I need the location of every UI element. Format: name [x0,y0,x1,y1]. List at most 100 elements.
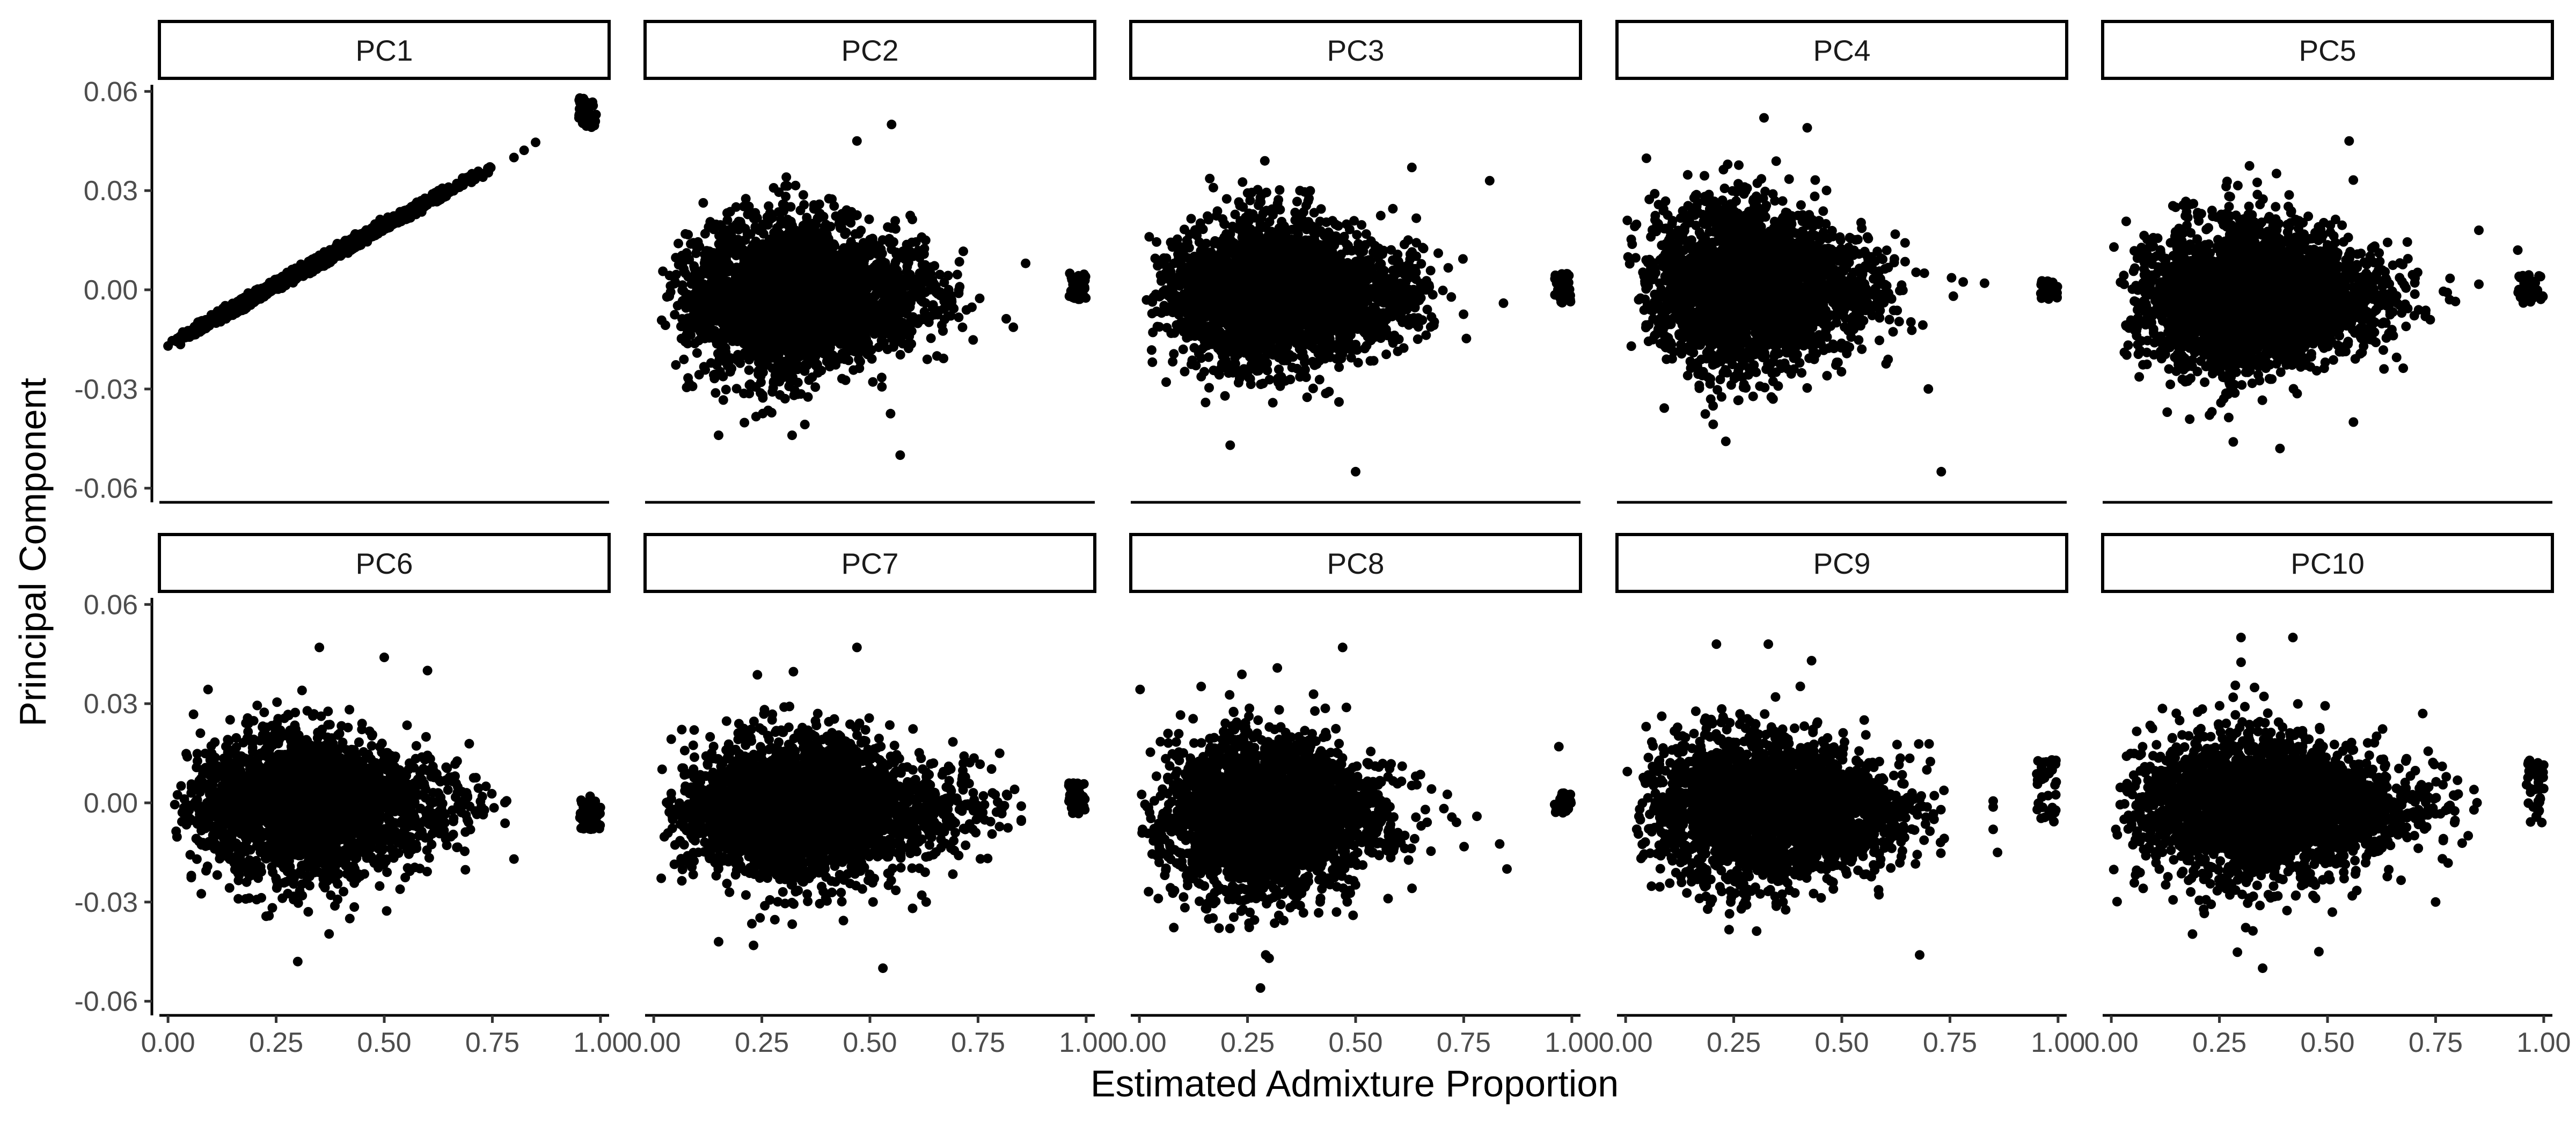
scatter-point [877,235,888,245]
scatter-point [816,365,826,376]
scatter-point [362,229,372,239]
scatter-point [582,109,592,120]
scatter-point [815,208,825,218]
scatter-point [890,224,901,234]
scatter-point [768,383,778,393]
scatter-point [676,333,686,343]
scatter-point [774,358,784,368]
scatter-point [850,294,860,304]
scatter-point [932,351,942,361]
strip-label: PC1 [356,34,413,67]
scatter-point [194,320,204,330]
scatter-point [218,306,229,316]
scatter-point [789,390,799,400]
scatter-point [250,291,260,302]
scatter-point [800,420,810,429]
scatter-point [958,246,968,257]
scatter-point [674,238,683,248]
facet-panel-pc1: PC1-0.06-0.030.000.030.06 [74,20,611,504]
scatter-point [466,175,476,186]
scatter-point [580,99,590,109]
scatter-point [908,214,917,224]
scatter-point [905,246,916,257]
scatter-point [292,268,303,279]
scatter-point [952,269,962,280]
scatter-point [926,333,936,343]
scatter-point [780,393,790,404]
scatter-point [780,181,791,191]
scatter-point [276,279,286,289]
scatter-point [906,339,917,349]
scatter-point [862,348,872,358]
scatter-point [682,382,692,392]
scatter-point [656,315,667,325]
scatter-point [745,379,756,389]
scatter-point [954,285,964,295]
scatter-point [422,199,433,209]
scatter-point [922,354,932,364]
scatter-point [692,348,702,358]
scatter-point [1001,314,1011,324]
scatter-point [379,222,389,232]
scatter-point [868,237,878,247]
strip-label: PC2 [841,34,899,67]
scatter-point [895,350,905,360]
scatter-point [694,370,704,380]
scatter-point [327,249,337,259]
scatter-point [791,180,801,191]
scatter-point [676,260,686,270]
scatter-point [782,215,793,225]
scatter-point [807,372,817,382]
scatter-point [233,304,243,314]
scatter-point [749,214,759,224]
scatter-point [843,216,853,226]
scatter-point [681,249,691,259]
scatter-point [740,348,750,358]
scatter-point [727,222,737,232]
scatter-point [882,344,892,354]
scatter-point [954,257,964,267]
scatter-point [715,220,726,230]
scatter-point [868,377,878,387]
scatter-point [875,271,885,281]
scatter-point [747,243,757,253]
scatter-point [756,349,766,358]
scatter-point [671,269,682,280]
scatter-point [733,355,743,365]
scatter-point [713,289,723,299]
y-tick-label: -0.03 [74,374,138,405]
y-tick-label: -0.06 [74,473,138,504]
y-tick-label: 0.00 [84,275,138,306]
scatter-point [786,377,796,387]
scatter-point [509,152,519,163]
points-layer [163,93,601,351]
scatter-point [961,305,971,315]
scatter-point [718,395,728,405]
scatter-point [689,310,699,320]
scatter-point [180,332,190,342]
y-tick-label: 0.03 [84,175,138,207]
scatter-point [968,335,978,345]
scatter-point [390,216,400,226]
scatter-point [795,206,806,215]
scatter-point [429,191,440,201]
scatter-point [411,207,421,217]
scatter-point [877,382,887,392]
scatter-point [591,109,601,120]
scatter-point [441,188,451,198]
scatter-point [864,214,874,224]
scatter-point [689,320,699,330]
scatter-point [744,365,754,375]
scatter-point [810,382,821,392]
scatter-point [662,292,672,302]
scatter-point [1008,322,1019,332]
scatter-point [671,360,681,370]
scatter-point [312,253,323,264]
scatter-point [920,235,931,245]
scatter-point [933,306,943,317]
scatter-point [975,294,985,303]
scatter-point [781,172,792,182]
scatter-point [163,341,173,351]
